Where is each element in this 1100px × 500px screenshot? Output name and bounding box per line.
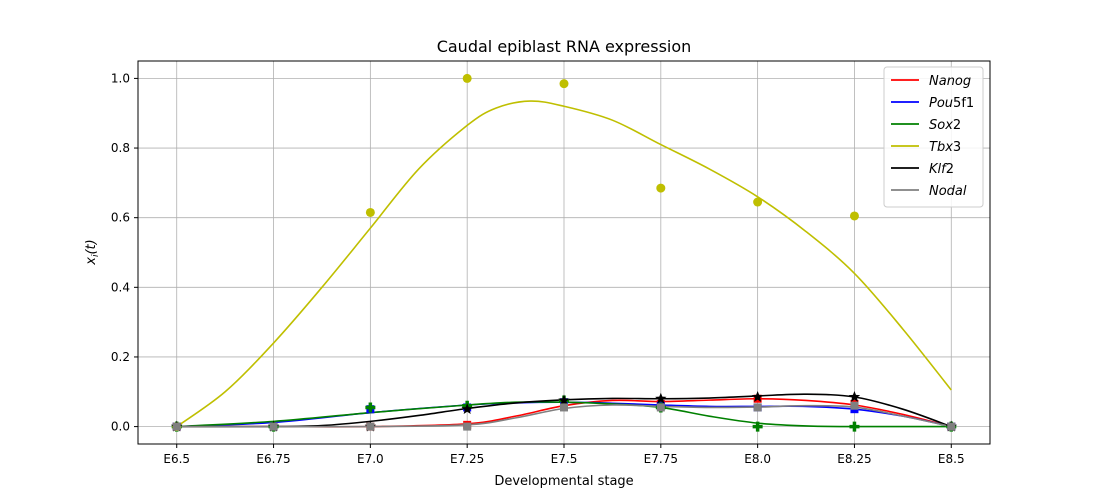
legend-label-klf2: Klf2 xyxy=(929,162,954,177)
y-tick-label: 0.4 xyxy=(111,280,130,294)
data-point-klf2 xyxy=(848,391,861,402)
legend-label-nodal: Nodal xyxy=(929,184,967,199)
x-tick-label: E8.25 xyxy=(837,452,871,466)
data-point-nodal xyxy=(172,422,181,431)
legend-label-nanog: Nanog xyxy=(929,74,971,89)
series-markers xyxy=(171,73,957,432)
data-point-nodal xyxy=(269,422,278,431)
y-axis: 0.0 0.2 0.4 0.6 0.8 1.0 xyxy=(111,71,138,434)
data-point-tbx3 xyxy=(462,73,472,83)
data-point-klf2 xyxy=(655,392,667,404)
data-point-nodal xyxy=(656,403,665,412)
x-axis: E6.5 E6.75 E7.0 E7.25 E7.5 E7.75 E8.0 E8.25 E8.5 xyxy=(163,444,965,466)
x-tick-label: E7.75 xyxy=(644,452,678,466)
data-point-nodal xyxy=(753,403,762,412)
data-point-klf2 xyxy=(751,391,764,402)
legend: Nanog Pou5f1 Sox2 Tbx3 Klf2 Nodal xyxy=(883,66,984,208)
x-tick-label: E7.25 xyxy=(450,452,484,466)
data-point-sox2 xyxy=(849,421,860,432)
data-point-sox2 xyxy=(365,402,376,413)
y-tick-label: 0.8 xyxy=(111,141,130,155)
data-point-tbx3 xyxy=(849,211,859,221)
data-point-nodal xyxy=(560,403,568,412)
data-point-tbx3 xyxy=(753,197,763,207)
data-point-nodal xyxy=(947,422,956,431)
x-tick-label: E8.0 xyxy=(744,452,771,466)
data-point-nodal xyxy=(850,401,859,410)
y-tick-label: 0.2 xyxy=(111,350,130,364)
x-tick-label: E7.0 xyxy=(357,452,384,466)
x-tick-label: E8.5 xyxy=(938,452,965,466)
x-tick-label: E6.75 xyxy=(256,452,290,466)
legend-label-tbx3: Tbx3 xyxy=(929,140,961,155)
legend-label-pou5f1: Pou5f1 xyxy=(929,96,974,111)
y-tick-label: 1.0 xyxy=(111,71,130,85)
data-point-sox2 xyxy=(752,421,763,432)
x-tick-label: E6.5 xyxy=(163,452,190,466)
data-point-tbx3 xyxy=(656,183,666,193)
data-point-nodal xyxy=(463,422,472,431)
data-point-nodal xyxy=(366,422,375,431)
data-point-klf2 xyxy=(558,394,570,406)
legend-label-sox2: Sox2 xyxy=(929,118,961,133)
data-point-klf2 xyxy=(461,403,473,415)
x-axis-title: Developmental stage xyxy=(494,474,633,489)
data-point-tbx3 xyxy=(559,79,569,89)
y-tick-label: 0.0 xyxy=(111,420,130,434)
y-axis-title: xi(t) xyxy=(84,239,101,265)
data-point-tbx3 xyxy=(365,207,375,217)
series-line-tbx3 xyxy=(176,100,952,428)
y-tick-label: 0.6 xyxy=(111,211,130,225)
series-line-klf2 xyxy=(176,393,952,428)
chart-title: Caudal epiblast RNA expression xyxy=(437,37,692,56)
x-tick-label: E7.5 xyxy=(551,452,578,466)
